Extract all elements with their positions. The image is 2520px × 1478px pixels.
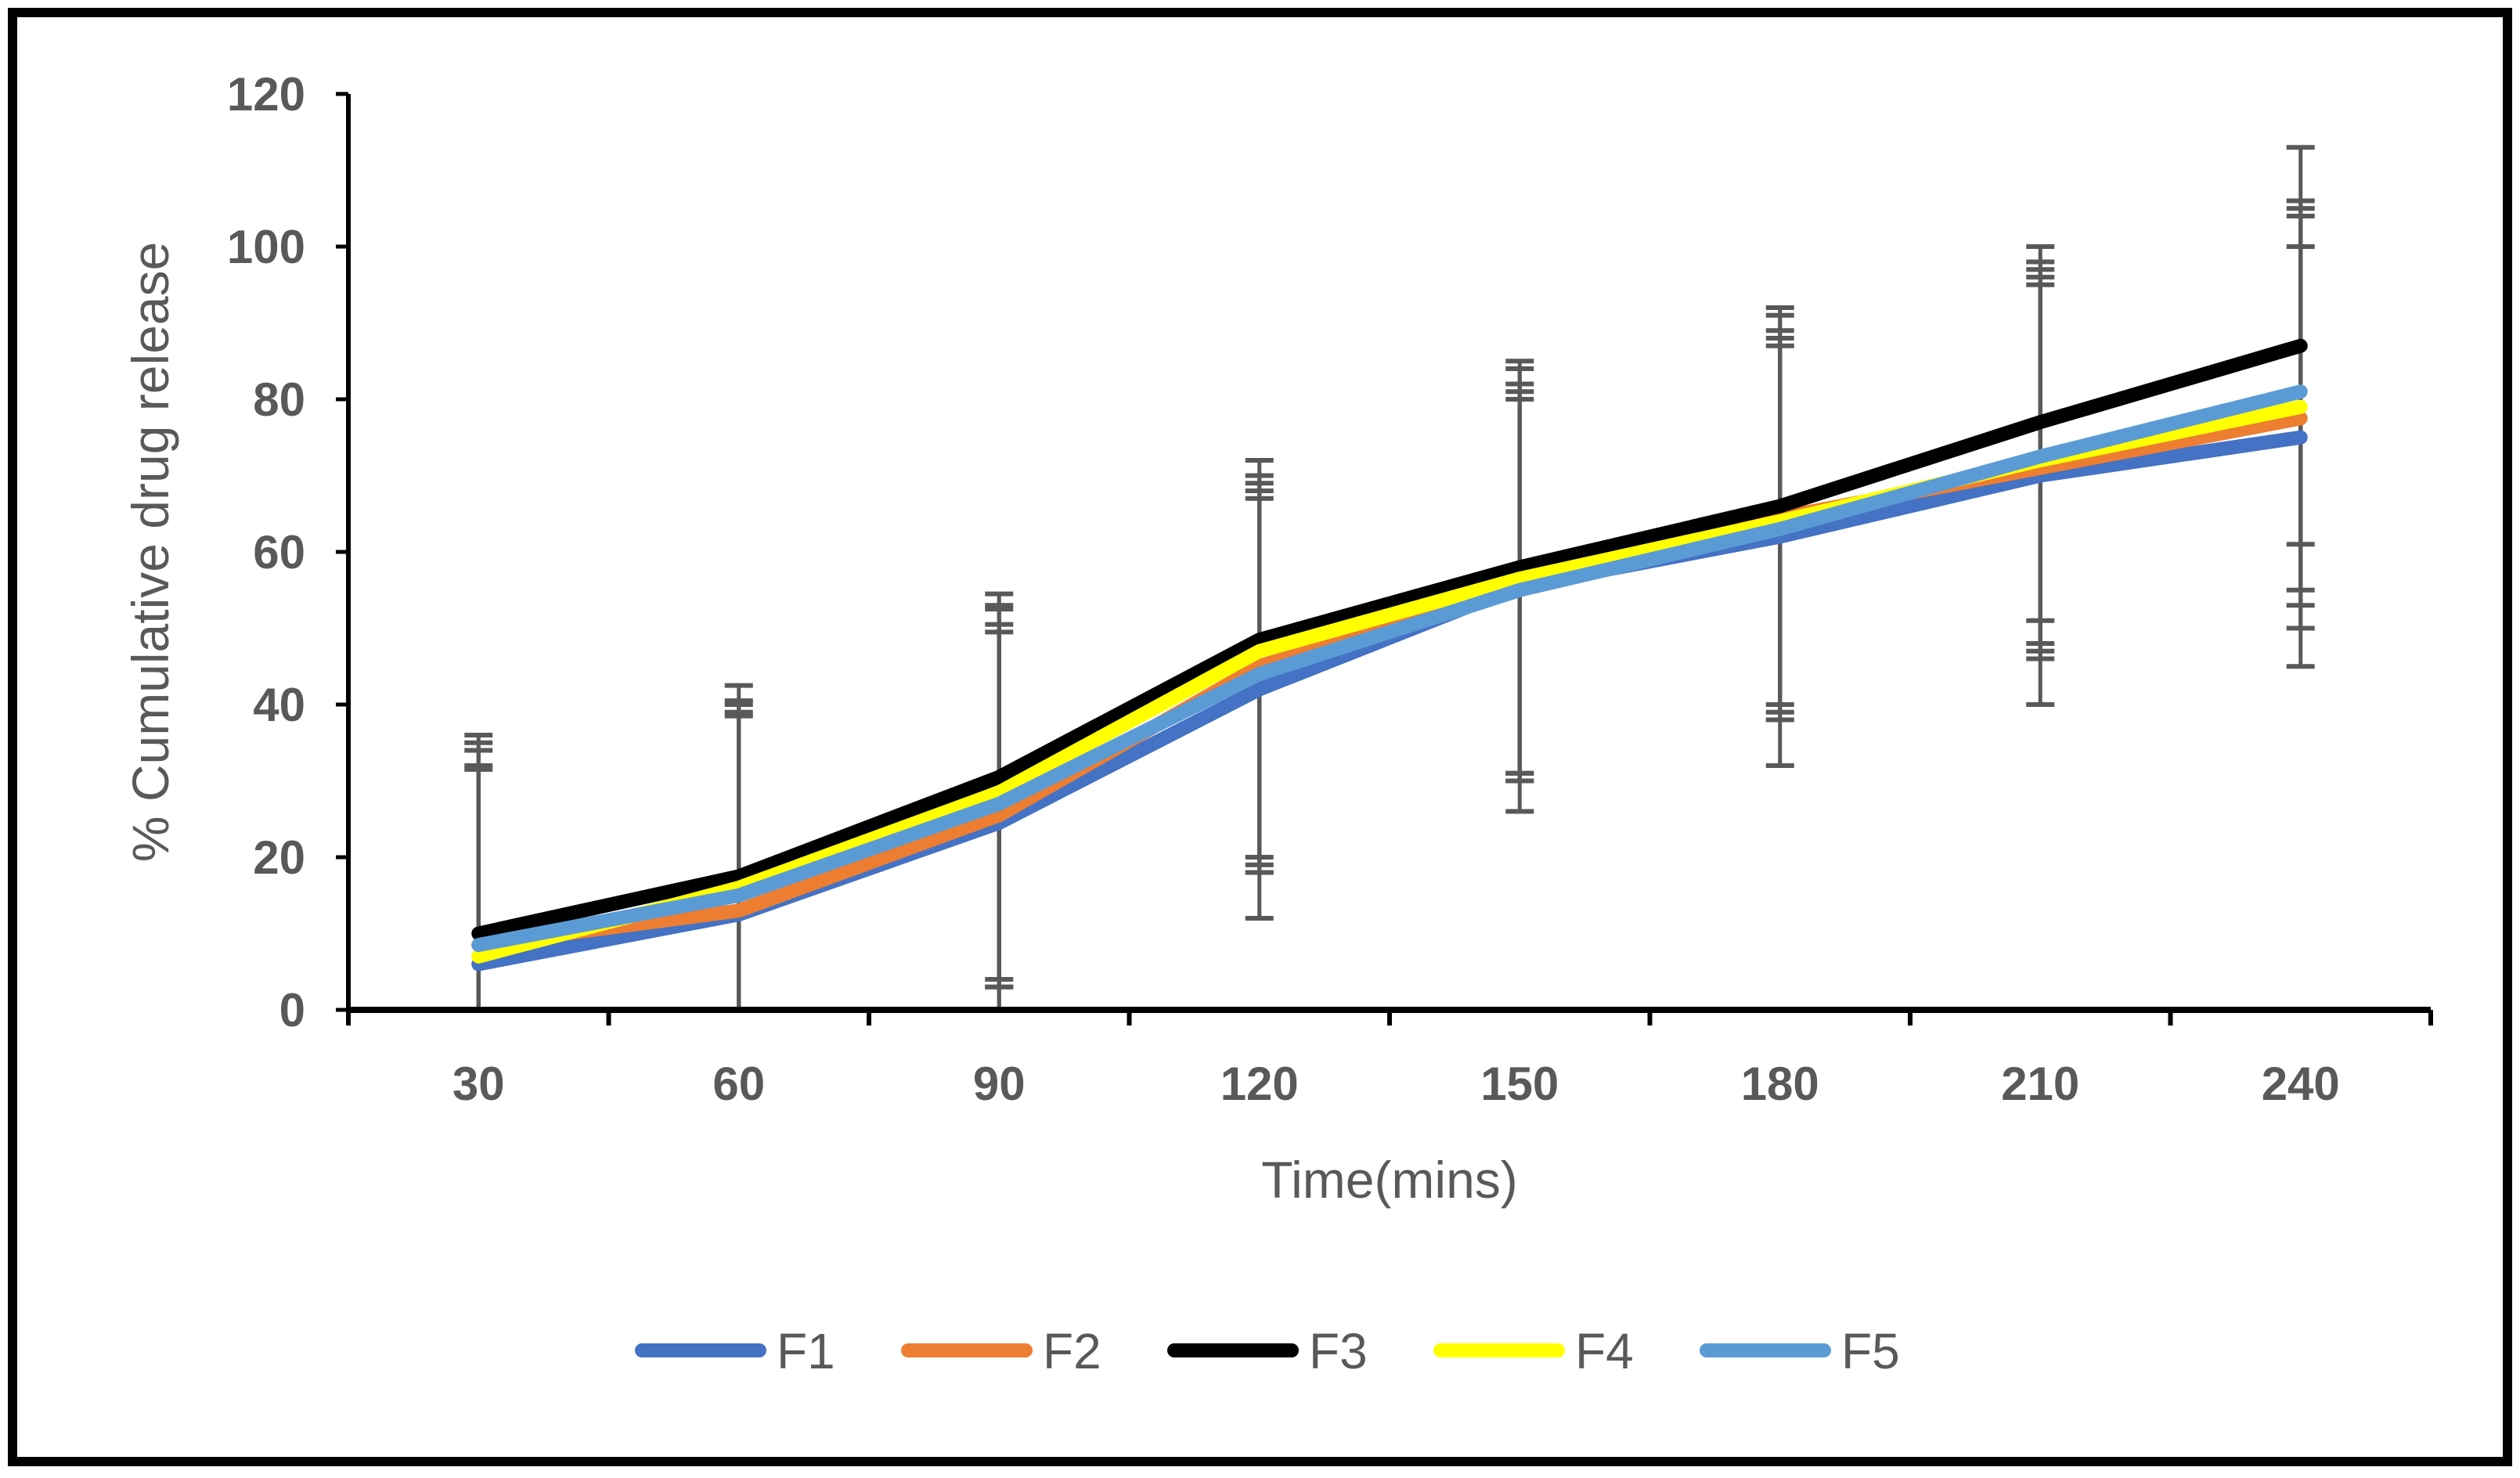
x-tick-label: 240 (2262, 1058, 2340, 1110)
legend-label-F3: F3 (1309, 1323, 1368, 1379)
y-tick-label: 60 (253, 526, 305, 579)
y-axis-title: % Cumulative drug release (121, 242, 179, 862)
x-tick-label: 90 (973, 1058, 1026, 1110)
legend-label-F5: F5 (1841, 1323, 1900, 1379)
x-tick-label: 150 (1480, 1058, 1559, 1110)
y-tick-label: 40 (253, 679, 305, 731)
y-tick-label: 20 (253, 831, 305, 884)
x-tick-label: 180 (1741, 1058, 1819, 1110)
y-tick-label: 0 (279, 984, 305, 1036)
y-tick-label: 100 (227, 221, 305, 273)
x-tick-label: 210 (2001, 1058, 2079, 1110)
x-tick-label: 120 (1220, 1058, 1299, 1110)
series-line-F5 (471, 384, 2308, 953)
legend: F1 F2 F3 F4 F5 (635, 1323, 1900, 1379)
x-axis-title: Time(mins) (1261, 1151, 1518, 1209)
x-tick-label: 30 (452, 1058, 505, 1110)
legend-label-F2: F2 (1043, 1323, 1101, 1379)
ticks: 0 20 40 60 80 100 120 30 60 90 120 150 180 210 240 (227, 68, 2433, 1110)
legend-label-F4: F4 (1575, 1323, 1634, 1379)
x-tick-label: 60 (712, 1058, 765, 1110)
series-line-F3 (471, 338, 2308, 941)
y-tick-label: 80 (253, 373, 305, 426)
y-tick-label: 120 (227, 68, 305, 121)
legend-label-F1: F1 (777, 1323, 835, 1379)
series-lines (471, 338, 2308, 972)
